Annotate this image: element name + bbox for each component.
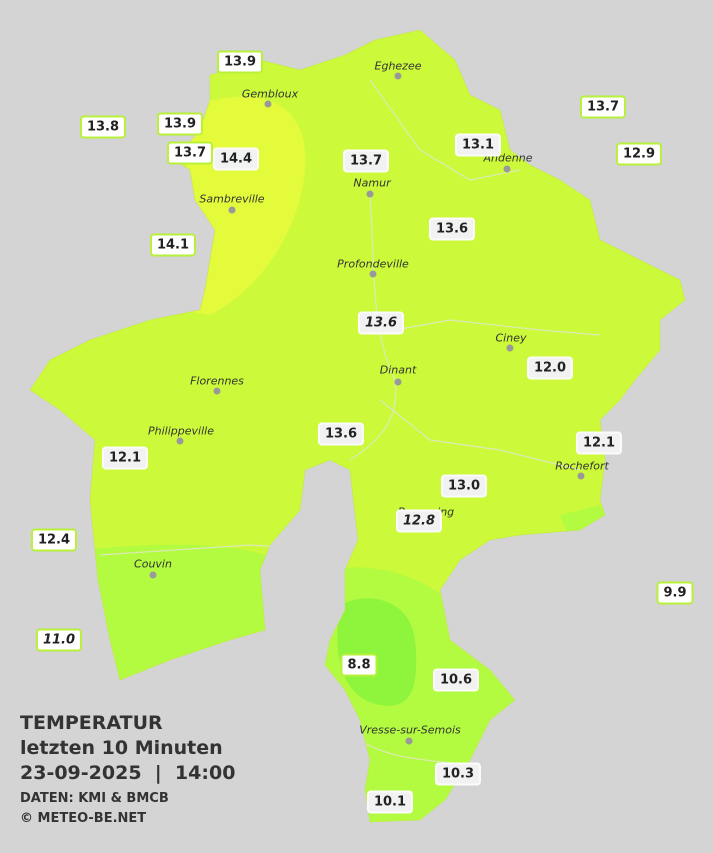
copyright: © METEO-BE.NET [20,811,147,826]
station-value: 13.6 [428,217,476,241]
city-dot [176,437,184,445]
city-dot [213,387,221,395]
station-value: 14.1 [149,233,197,257]
city-dot [506,344,514,352]
station-value: 13.7 [579,95,627,119]
station-value: 13.8 [79,115,127,139]
station-value: 12.9 [615,142,663,166]
station-value: 12.1 [101,446,149,470]
city-label: Philippeville [148,424,214,438]
station-value: 13.6 [357,311,405,335]
city-label: Profondeville [337,257,409,271]
station-value: 13.0 [440,474,488,498]
city-label: Dinant [379,363,417,377]
city-label: Sambreville [199,192,265,206]
station-value: 13.9 [156,112,204,136]
map-subtitle: letzten 10 Minuten [20,737,223,759]
data-source: DATEN: KMI & BMCB [20,791,169,806]
city-label: Rochefort [555,459,609,473]
city-label: Gembloux [241,87,299,101]
city-dot [577,472,585,480]
station-value: 10.6 [432,668,480,692]
station-value: 11.0 [35,628,83,652]
city-dot [405,737,413,745]
station-value: 13.1 [454,133,502,157]
city-dot [369,270,377,278]
station-value: 13.6 [317,422,365,446]
station-value: 10.1 [366,790,414,814]
city-label: Eghezee [374,59,422,73]
station-value: 8.8 [340,653,378,677]
station-value: 13.9 [216,50,264,74]
station-value: 12.8 [395,509,443,533]
city-dot [366,190,374,198]
city-dot [149,571,157,579]
city-label: Namur [353,176,391,190]
city-dot [394,378,402,386]
station-value: 13.7 [342,149,390,173]
station-value: 12.1 [575,431,623,455]
city-dot [264,100,272,108]
city-dot [228,206,236,214]
station-value: 9.9 [656,581,694,605]
map-datetime: 23-09-2025 | 14:00 [20,762,236,784]
city-label: Florennes [190,374,244,388]
station-value: 14.4 [212,147,260,171]
city-label: Ciney [495,331,527,345]
station-value: 10.3 [434,762,482,786]
city-dot [394,72,402,80]
map-title: TEMPERATUR [20,712,163,734]
station-value: 12.4 [30,528,78,552]
city-dot [503,165,511,173]
city-label: Couvin [134,557,172,571]
station-value: 12.0 [526,356,574,380]
city-label: Vresse-sur-Semois [359,723,461,737]
station-value: 13.7 [166,141,214,165]
